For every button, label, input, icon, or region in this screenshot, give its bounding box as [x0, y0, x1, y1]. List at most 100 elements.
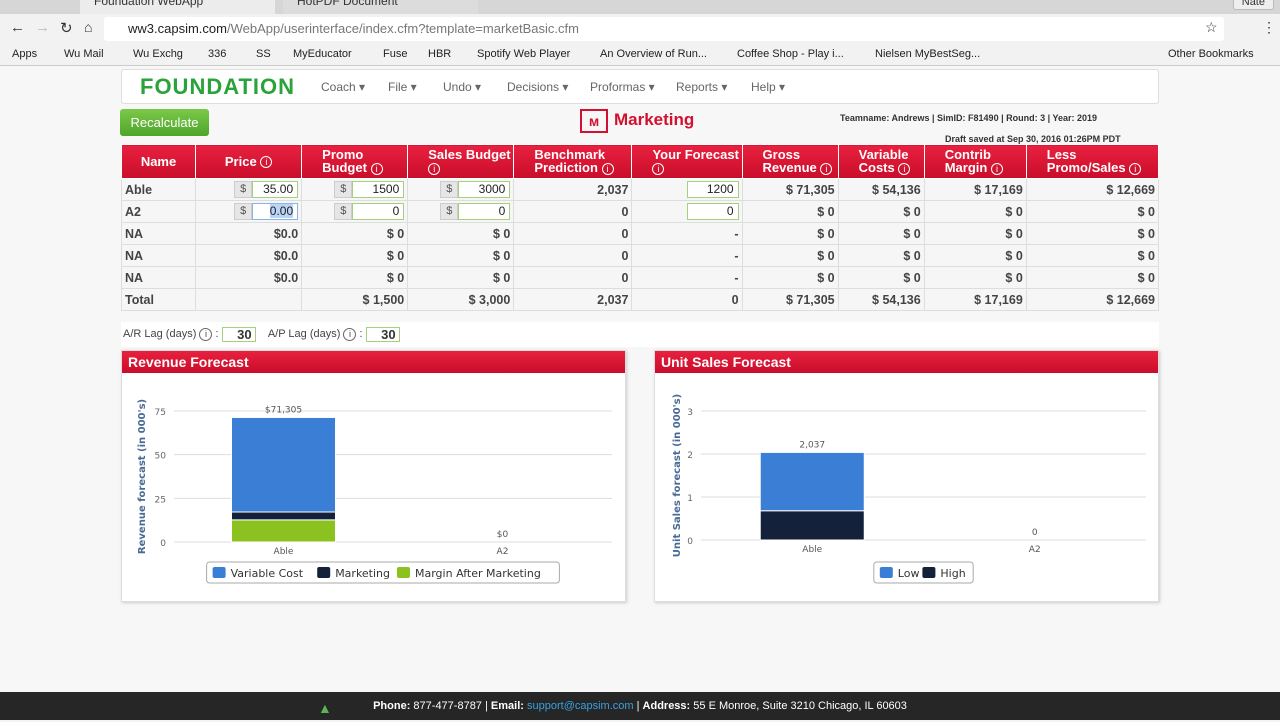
home-icon[interactable]: ⌂ — [84, 19, 93, 35]
menu-coach[interactable]: Coach ▾ — [321, 80, 366, 94]
cell-bench: 2,037 — [513, 178, 633, 201]
info-icon[interactable]: i — [820, 162, 833, 175]
tab-hotpdf[interactable]: HotPDF Document — [283, 0, 478, 14]
dollar-prefix: $ — [334, 203, 353, 220]
promo-input[interactable]: 0 — [352, 203, 405, 220]
triangle-icon: ▲ — [318, 700, 332, 716]
ar-lag-label: A/R Lag (days) — [123, 328, 197, 340]
info-icon[interactable]: i — [652, 162, 665, 175]
info-icon[interactable]: i — [428, 162, 441, 175]
x-tick-label: A2 — [1029, 545, 1041, 555]
bookmark-myeducator[interactable]: MyEducator — [293, 48, 352, 60]
revenue-forecast-chart: 0 25 50 75 Revenue forecast (in 000's) Able $7… — [137, 399, 612, 584]
column-header: Sales Budget i — [407, 144, 515, 179]
cell-varc: $ 54,136 — [837, 178, 925, 201]
bookmark-overview[interactable]: An Overview of Run... — [600, 48, 707, 60]
info-icon[interactable]: i — [1129, 162, 1142, 175]
tab-label: Foundation WebApp — [94, 0, 204, 8]
bookmark-spotify[interactable]: Spotify Web Player — [477, 48, 571, 60]
reload-icon[interactable]: ↻ — [60, 20, 73, 37]
menu-file[interactable]: File ▾ — [388, 80, 417, 94]
bar-segment — [759, 510, 865, 541]
cell-contrib: $ 17,169 — [923, 178, 1027, 201]
dollar-prefix: $ — [234, 181, 253, 198]
price-input[interactable]: 35.00 — [252, 181, 299, 198]
bookmark-fuse[interactable]: Fuse — [383, 48, 408, 60]
legend-label: High — [940, 567, 965, 580]
promo-input[interactable]: 1500 — [352, 181, 405, 198]
email-link[interactable]: support@capsim.com — [527, 700, 634, 712]
cell-less: $ 0 — [1025, 222, 1160, 245]
menu-proformas[interactable]: Proformas ▾ — [590, 80, 655, 94]
unit-sales-forecast-panel: Unit Sales Forecast 0 1 2 3 Unit Sales forec… — [654, 350, 1159, 602]
info-icon[interactable]: i — [343, 327, 357, 341]
promo-input-group: $1500 — [334, 181, 405, 198]
menu-reports[interactable]: Reports ▾ — [676, 80, 728, 94]
forward-icon[interactable]: → — [35, 19, 50, 36]
menu-decisions[interactable]: Decisions ▾ — [507, 80, 569, 94]
forecast-input[interactable]: 1200 — [686, 181, 739, 198]
info-icon[interactable]: i — [199, 327, 213, 341]
cell-less: $ 0 — [1025, 200, 1160, 223]
bookmark-336[interactable]: 336 — [208, 48, 227, 60]
other-bookmarks[interactable]: Other Bookmarks — [1168, 48, 1254, 60]
star-icon[interactable]: ☆ — [1205, 19, 1218, 35]
cell-promo: $1500 — [301, 178, 409, 201]
header-label: Your Forecast — [652, 147, 739, 163]
info-icon[interactable]: i — [260, 156, 273, 169]
forecast-input[interactable]: 0 — [686, 203, 739, 220]
team-info: Teamname: Andrews | SimID: F81490 | Roun… — [840, 113, 1097, 123]
info-icon[interactable]: i — [898, 162, 911, 175]
bookmark-wu-mail[interactable]: Wu Mail — [64, 48, 104, 60]
profile-button[interactable]: Nate — [1232, 0, 1274, 10]
sales-input[interactable]: 0 — [458, 203, 511, 220]
panel-title: Revenue Forecast — [122, 351, 625, 373]
bookmark-ss[interactable]: SS — [256, 48, 271, 60]
bookmark-nielsen[interactable]: Nielsen MyBestSeg... — [875, 48, 981, 60]
bookmark-apps[interactable]: Apps — [12, 48, 38, 60]
bookmark-coffee-shop[interactable]: Coffee Shop - Play i... — [737, 48, 844, 60]
bookmark-wu-exchg[interactable]: Wu Exchg — [133, 48, 183, 60]
cell-price: $0.0 — [195, 266, 303, 289]
data-label: 0 — [1032, 528, 1038, 538]
cell-name: Able — [120, 178, 197, 201]
cell-forecast: 0 — [631, 288, 743, 311]
data-label: 2,037 — [799, 440, 825, 450]
cell-name: NA — [120, 266, 197, 289]
y-axis-label: Unit Sales forecast (in 000's) — [672, 394, 683, 557]
cell-price: $0.0 — [195, 222, 303, 245]
menu-undo[interactable]: Undo ▾ — [443, 80, 482, 94]
address-bar-row: ← → ↻ ⌂ ww3.capsim.com/WebApp/userinterf… — [0, 14, 1280, 44]
info-icon[interactable]: i — [990, 162, 1003, 175]
cell-less: $ 0 — [1025, 266, 1160, 289]
bookmark-hbr[interactable]: HBR — [428, 48, 452, 60]
legend-label: Low — [898, 567, 920, 580]
url-input[interactable]: ww3.capsim.com/WebApp/userinterface/inde… — [104, 17, 1224, 41]
ar-lag-input[interactable]: 30 — [221, 326, 256, 342]
cell-gross: $ 71,305 — [741, 288, 839, 311]
profile-name: Nate — [1241, 0, 1265, 8]
menu-help[interactable]: Help ▾ — [751, 80, 786, 94]
info-icon[interactable]: i — [601, 162, 614, 175]
cell-sales: $ 0 — [407, 222, 515, 245]
back-icon[interactable]: ← — [10, 19, 25, 36]
header-label: Contrib Margin — [944, 147, 991, 176]
recalculate-button[interactable]: Recalculate — [120, 109, 209, 136]
column-header: Your Forecast i — [631, 144, 743, 179]
price-input[interactable]: 0.00 — [252, 203, 299, 220]
info-icon[interactable]: i — [370, 162, 383, 175]
cell-less: $ 12,669 — [1025, 178, 1160, 201]
sales-input[interactable]: 3000 — [458, 181, 511, 198]
tab-foundation[interactable]: Foundation WebApp — [80, 0, 275, 14]
bar-segment — [231, 519, 336, 543]
menu-icon[interactable]: ⋮ — [1262, 19, 1276, 35]
legend-swatch — [397, 567, 410, 578]
cell-sales: $ 0 — [407, 244, 515, 267]
cell-sales: $3000 — [407, 178, 515, 201]
data-label: $71,305 — [265, 405, 302, 415]
column-header: Gross Revenue i — [741, 144, 839, 179]
lag-row: A/R Lag (days) i : 30 A/P Lag (days) i :… — [121, 322, 1159, 347]
ap-lag-input[interactable]: 30 — [365, 326, 400, 342]
legend-swatch — [922, 567, 936, 578]
